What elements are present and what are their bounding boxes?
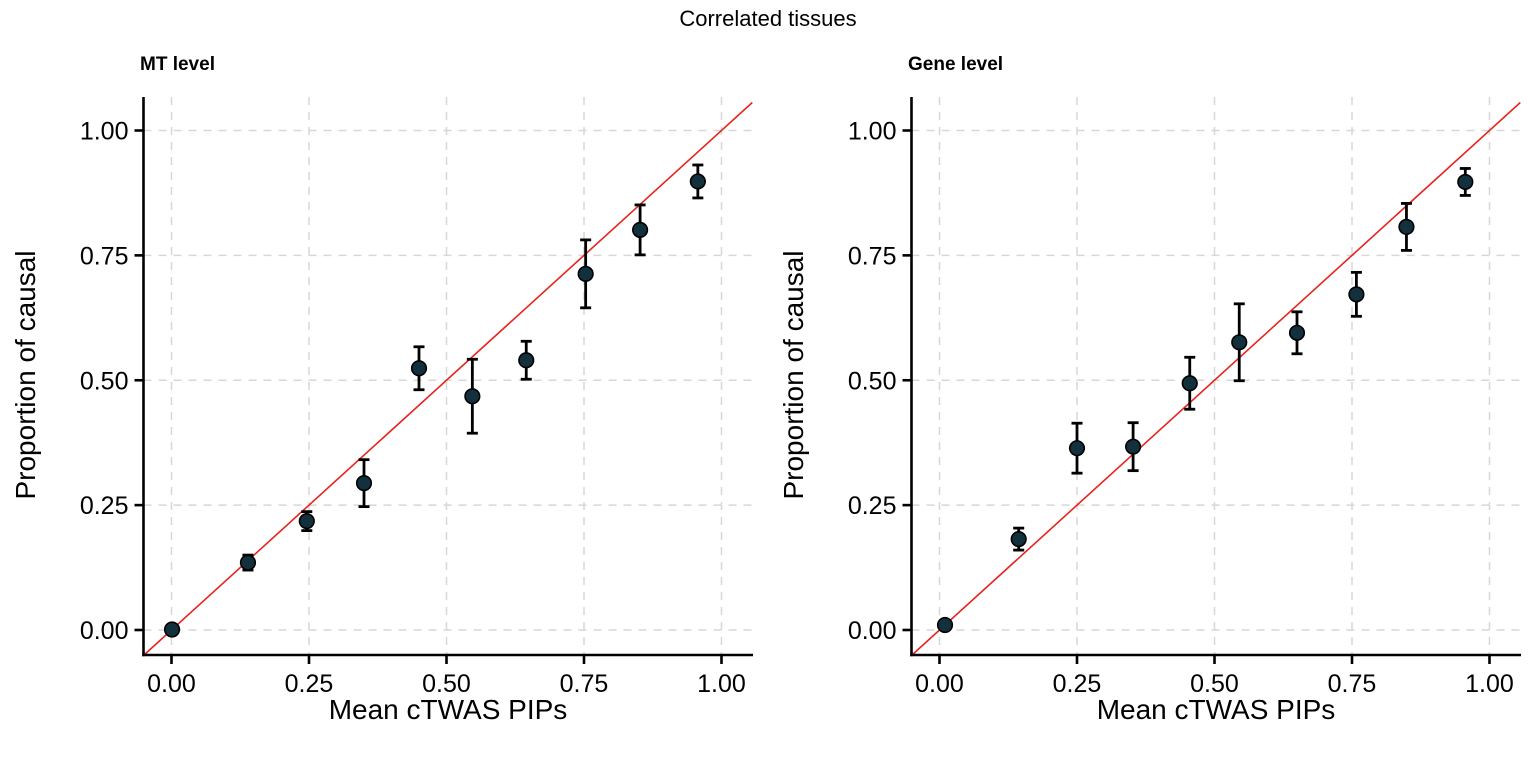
data-point bbox=[298, 513, 315, 530]
data-point bbox=[1457, 173, 1474, 191]
panel-mt-level: MT level 0.00 0.25 0.50 0.75 1.00 0.00 0.25 0.5… bbox=[10, 54, 753, 725]
svg-text:0.50: 0.50 bbox=[848, 367, 897, 395]
data-point bbox=[239, 554, 257, 571]
svg-text:1.00: 1.00 bbox=[80, 118, 129, 146]
svg-text:0.75: 0.75 bbox=[560, 670, 609, 698]
data-point bbox=[1068, 440, 1086, 457]
svg-text:0.75: 0.75 bbox=[1328, 670, 1377, 698]
svg-text:0.25: 0.25 bbox=[1053, 670, 1102, 698]
x-tick-labels: 0.00 0.25 0.50 0.75 1.00 bbox=[147, 670, 746, 698]
panel-title-mt-level: MT level bbox=[140, 54, 215, 75]
svg-text:0.00: 0.00 bbox=[147, 670, 196, 698]
data-point bbox=[689, 173, 706, 190]
panel-title-gene-level: Gene level bbox=[908, 54, 1004, 75]
svg-text:0.75: 0.75 bbox=[848, 242, 897, 270]
identity-line bbox=[143, 101, 753, 656]
svg-text:0.75: 0.75 bbox=[80, 242, 129, 270]
axes bbox=[134, 97, 753, 664]
svg-text:0.50: 0.50 bbox=[422, 670, 471, 698]
error-bars bbox=[939, 167, 1471, 630]
y-tick-labels: 0.00 0.25 0.50 0.75 1.00 bbox=[80, 118, 129, 646]
identity-line bbox=[911, 101, 1521, 656]
panel-gene-level: Gene level 0.00 0.25 0.50 0.75 1.00 0.00 0.25 0… bbox=[768, 0, 1536, 768]
y-axis-label: Proportion of causal bbox=[778, 250, 809, 500]
mt-level-chart: 0.00 0.25 0.50 0.75 1.00 0.00 0.25 0.50 0.75 1.00 bbox=[80, 97, 753, 698]
data-point bbox=[355, 475, 373, 492]
data-point bbox=[1010, 530, 1027, 548]
data-point bbox=[410, 360, 428, 377]
svg-text:1.00: 1.00 bbox=[848, 118, 897, 146]
axes bbox=[902, 97, 1521, 664]
svg-text:0.00: 0.00 bbox=[915, 670, 964, 698]
data-point bbox=[936, 616, 954, 634]
svg-text:1.00: 1.00 bbox=[1465, 670, 1514, 698]
y-tick-labels: 0.00 0.25 0.50 0.75 1.00 bbox=[848, 118, 897, 646]
x-axis-label: Mean cTWAS PIPs bbox=[1096, 694, 1336, 725]
data-point bbox=[577, 265, 594, 282]
data-points bbox=[936, 173, 1474, 634]
svg-text:0.50: 0.50 bbox=[80, 367, 129, 395]
data-points bbox=[163, 173, 706, 638]
svg-text:0.25: 0.25 bbox=[848, 492, 897, 520]
data-point bbox=[1231, 334, 1248, 351]
svg-text:0.00: 0.00 bbox=[80, 617, 129, 645]
figure-title: Correlated tissues bbox=[679, 6, 857, 31]
data-point bbox=[1348, 286, 1365, 303]
data-point bbox=[631, 221, 649, 239]
data-point bbox=[1288, 324, 1306, 341]
svg-text:0.50: 0.50 bbox=[1190, 670, 1239, 698]
data-point bbox=[464, 388, 481, 405]
svg-text:1.00: 1.00 bbox=[697, 670, 746, 698]
y-axis-label: Proportion of causal bbox=[10, 250, 41, 500]
x-tick-labels: 0.00 0.25 0.50 0.75 1.00 bbox=[915, 670, 1514, 698]
gene-level-chart: 0.00 0.25 0.50 0.75 1.00 0.00 0.25 0.50 0.75 1.00 bbox=[848, 97, 1521, 698]
svg-text:0.00: 0.00 bbox=[848, 617, 897, 645]
data-point bbox=[163, 621, 181, 638]
gridlines bbox=[911, 97, 1521, 655]
x-axis-label: Mean cTWAS PIPs bbox=[328, 694, 568, 725]
svg-text:0.25: 0.25 bbox=[80, 492, 129, 520]
gridlines bbox=[143, 97, 753, 655]
data-point bbox=[1181, 375, 1198, 392]
data-point bbox=[1398, 218, 1415, 236]
svg-text:0.25: 0.25 bbox=[285, 670, 334, 698]
data-point bbox=[518, 352, 535, 369]
data-point bbox=[1125, 438, 1142, 455]
